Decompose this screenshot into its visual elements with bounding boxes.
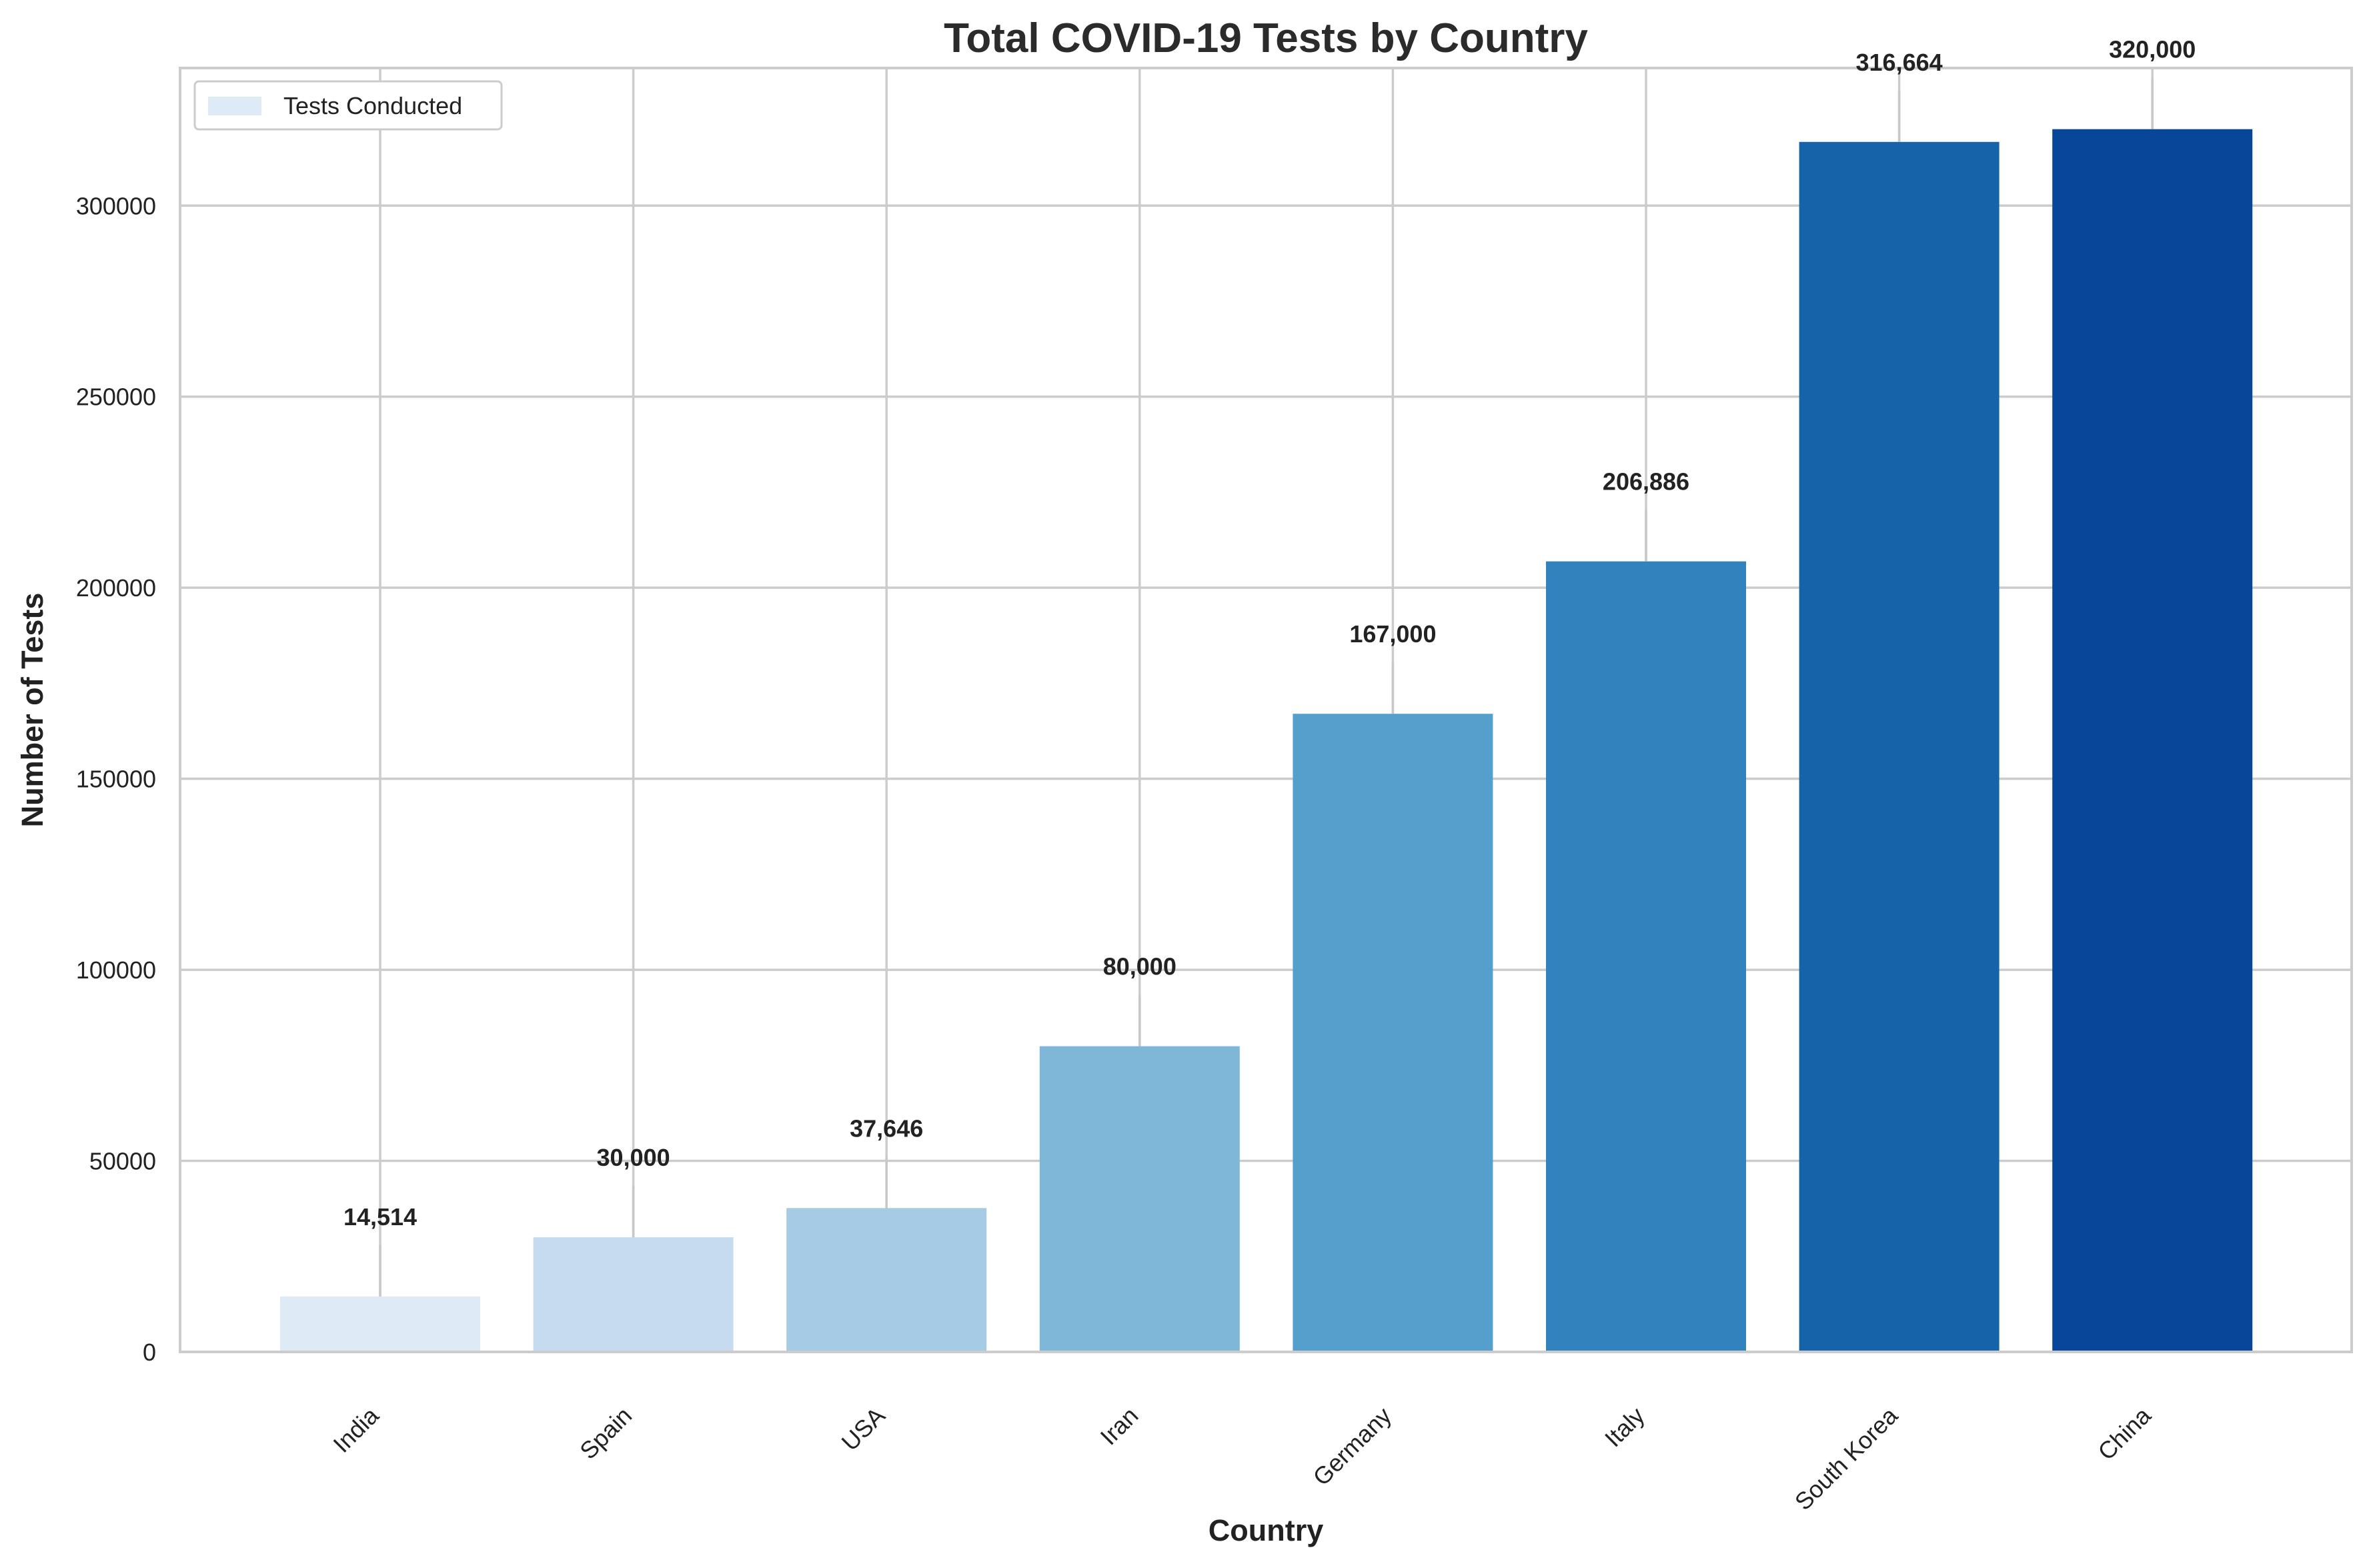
x-tick-label: Iran	[1095, 1402, 1144, 1451]
bar-iran	[1039, 1046, 1240, 1352]
y-tick-label: 50000	[89, 1148, 156, 1175]
x-tick-label: USA	[836, 1402, 890, 1456]
y-axis-ticks: 0 50000 100000 150000 200000 250000 300000	[76, 192, 156, 1366]
x-tick-label: India	[327, 1401, 384, 1458]
x-axis-label: Country	[1209, 1513, 1324, 1547]
legend: Tests Conducted	[193, 80, 503, 131]
bar-germany	[1293, 714, 1493, 1352]
legend-swatch	[208, 97, 261, 115]
data-label: 316,664	[1856, 49, 1943, 76]
data-label: 30,000	[597, 1144, 670, 1171]
y-tick-label: 150000	[76, 766, 156, 793]
x-tick-label: China	[2092, 1401, 2156, 1465]
bar-layer	[280, 129, 2253, 1353]
bar-south-korea	[1799, 141, 2000, 1352]
bar-usa	[786, 1208, 987, 1352]
data-label: 167,000	[1349, 620, 1436, 648]
y-axis-label: Number of Tests	[15, 593, 49, 828]
bar-italy	[1546, 561, 1746, 1353]
y-tick-label: 200000	[76, 574, 156, 602]
grid-layer	[180, 68, 2352, 1353]
data-label: 37,646	[850, 1114, 923, 1142]
bar-india	[280, 1296, 480, 1352]
data-label: 80,000	[1103, 953, 1176, 980]
x-tick-label: South Korea	[1789, 1401, 1903, 1515]
chart-title: Total COVID-19 Tests by Country	[944, 15, 1588, 61]
legend-label: Tests Conducted	[283, 92, 462, 119]
plot-frame	[179, 67, 2353, 1353]
data-label: 320,000	[2109, 36, 2196, 63]
leader-layer	[379, 77, 2154, 1297]
y-tick-label: 250000	[76, 383, 156, 411]
x-axis-ticks: India Spain USA Iran Germany Italy South Korea…	[327, 1401, 2156, 1515]
data-labels: 14,514 30,000 37,646 80,000 167,000 206,886 31…	[343, 36, 2196, 1231]
data-label: 14,514	[343, 1203, 417, 1231]
x-tick-label: Germany	[1307, 1402, 1397, 1491]
data-label: 206,886	[1603, 468, 1689, 496]
y-tick-label: 0	[143, 1339, 156, 1366]
y-tick-label: 300000	[76, 192, 156, 219]
legend-box	[193, 80, 503, 131]
x-tick-label: Italy	[1599, 1402, 1650, 1453]
bar-spain	[533, 1237, 734, 1352]
y-tick-label: 100000	[76, 956, 156, 984]
bar-china	[2052, 129, 2253, 1353]
x-tick-label: Spain	[574, 1402, 637, 1465]
